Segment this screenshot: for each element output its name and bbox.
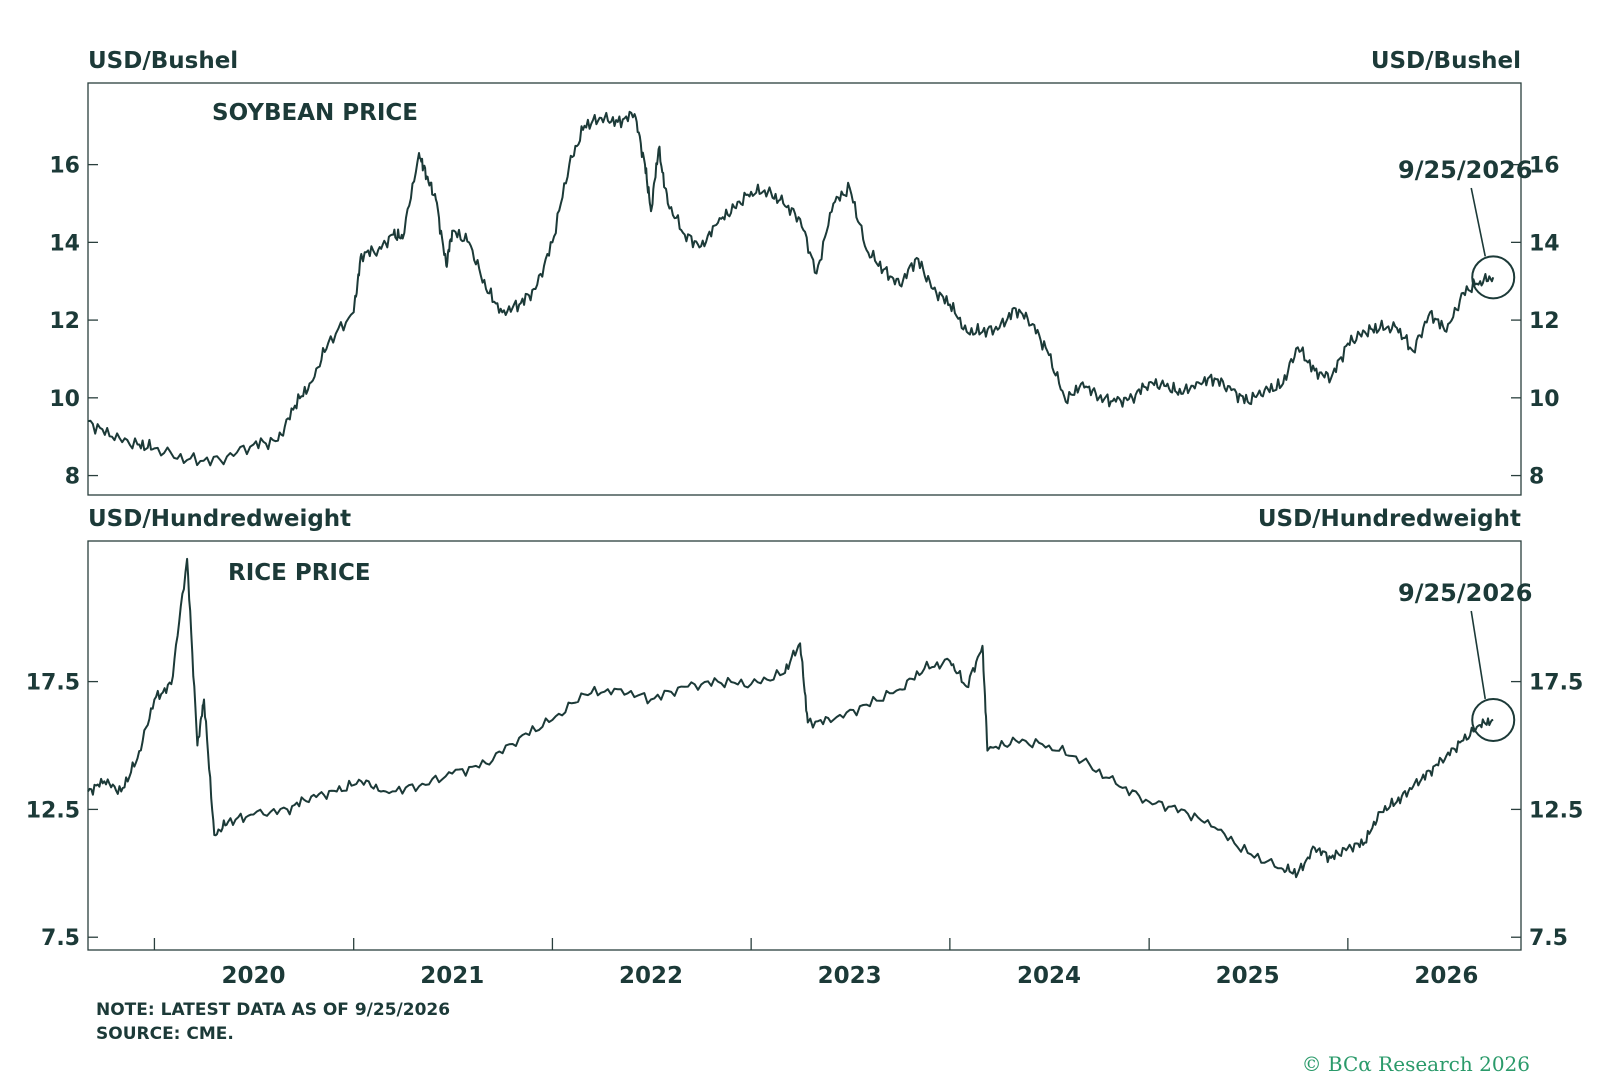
xtick-label: 2025 <box>1216 963 1280 989</box>
rice-plot-frame <box>87 540 1522 951</box>
soy-ytick-label-left: 12 <box>49 309 80 334</box>
soy-latest-label: 9/25/2026 <box>1398 156 1532 184</box>
soy-ytick-label-left: 8 <box>65 465 80 490</box>
rice-latest-leader <box>1470 610 1487 700</box>
soy-ytick-label-left: 10 <box>49 387 80 412</box>
soy-right-unit-label: USD/Bushel <box>1371 48 1521 74</box>
source-text: SOURCE: CME. <box>96 1024 234 1044</box>
soy-ytick-label-right: 16 <box>1529 154 1560 179</box>
soy-left-unit-label: USD/Bushel <box>88 48 238 74</box>
rice-plot-layer: 7.5 7.5 12.5 12.5 17.5 17.5 9/25/2026 <box>26 540 1583 951</box>
rice-panel-title: RICE PRICE <box>228 560 371 586</box>
xtick-label: 2023 <box>818 963 882 989</box>
soy-ytick-label-right: 10 <box>1529 387 1560 412</box>
rice-ytick-label-left: 7.5 <box>41 926 80 951</box>
x-axis-layer: 2020 2021 2022 2023 2024 2025 2026 <box>153 938 1478 989</box>
soy-plot-frame <box>87 82 1522 496</box>
soy-ytick-label-right: 14 <box>1529 231 1560 256</box>
soy-ytick-label-right: 8 <box>1529 465 1544 490</box>
soy-ytick-label-left: 14 <box>49 231 80 256</box>
xtick-label: 2026 <box>1414 963 1478 989</box>
xtick-label: 2020 <box>222 963 286 989</box>
rice-ytick-label-left: 12.5 <box>26 798 80 823</box>
soy-panel-title: SOYBEAN PRICE <box>212 100 418 126</box>
rice-latest-circle <box>1471 697 1516 742</box>
rice-ytick-label-right: 12.5 <box>1529 798 1583 823</box>
rice-latest-label: 9/25/2026 <box>1398 579 1532 607</box>
copyright-text: © BCα Research 2026 <box>1301 1052 1530 1076</box>
rice-ytick-label-right: 17.5 <box>1529 671 1583 696</box>
rice-right-unit-label: USD/Hundredweight <box>1258 506 1521 532</box>
rice-ytick-label-left: 17.5 <box>26 671 80 696</box>
xtick-label: 2021 <box>420 963 484 989</box>
rice-left-unit-label: USD/Hundredweight <box>88 506 351 532</box>
rice-price-line <box>87 557 1494 879</box>
rice-ytick-label-right: 7.5 <box>1529 926 1568 951</box>
xtick-label: 2022 <box>619 963 683 989</box>
soy-latest-circle <box>1471 255 1516 300</box>
soy-ytick-label-right: 12 <box>1529 309 1560 334</box>
xtick-label: 2024 <box>1017 963 1081 989</box>
soy-latest-leader <box>1470 187 1487 257</box>
note-text: NOTE: LATEST DATA AS OF 9/25/2026 <box>96 1000 451 1020</box>
soy-ytick-label-left: 16 <box>49 154 80 179</box>
soy-price-line <box>87 110 1495 467</box>
